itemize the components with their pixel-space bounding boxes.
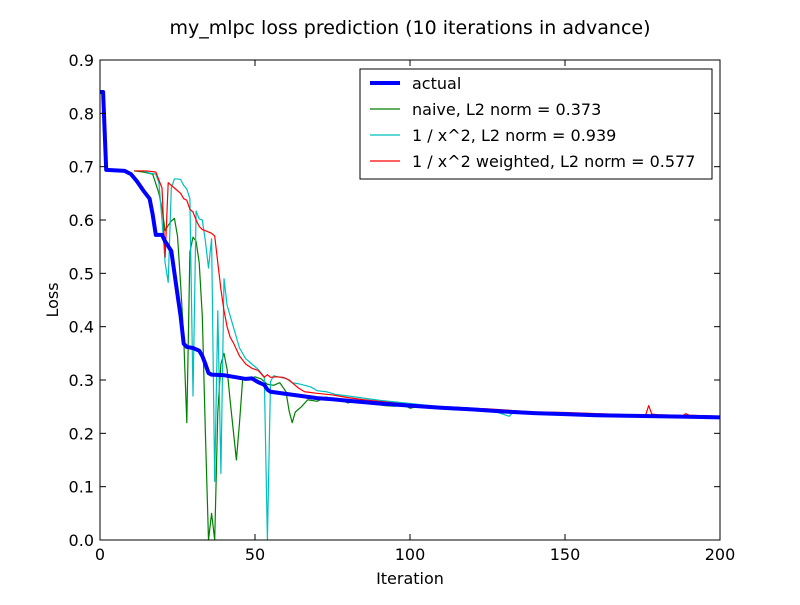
ticks-group: 0 50 100 150 200 0.0 0.1 0.2 0.3 0.4 0.5 0.6 0.7 0.8 0… xyxy=(69,51,736,564)
y-tick-label: 0.2 xyxy=(69,424,94,443)
y-tick-label: 0.4 xyxy=(69,318,94,337)
y-tick-label: 0.9 xyxy=(69,51,94,70)
x-tick-label: 100 xyxy=(395,545,426,564)
legend: actual naive, L2 norm = 0.373 1 / x^2, L2 … xyxy=(359,68,713,180)
y-tick-label: 0.8 xyxy=(69,104,94,123)
x-tick-label: 150 xyxy=(550,545,581,564)
x-tick-label: 50 xyxy=(245,545,265,564)
y-tick-label: 0.3 xyxy=(69,371,94,390)
x-axis-label: Iteration xyxy=(376,569,444,588)
legend-label-2: 1 / x^2, L2 norm = 0.939 xyxy=(412,126,616,145)
y-tick-label: 0.1 xyxy=(69,478,94,497)
x-tick-label: 200 xyxy=(705,545,736,564)
y-tick-label: 0.5 xyxy=(69,264,94,283)
legend-box xyxy=(359,68,713,180)
series-line-0 xyxy=(100,90,720,420)
y-tick-label: 0.6 xyxy=(69,211,94,230)
chart-title: my_mlpc loss prediction (10 iterations i… xyxy=(169,17,650,39)
legend-label-3: 1 / x^2 weighted, L2 norm = 0.577 xyxy=(412,152,695,171)
series-group xyxy=(100,90,720,540)
y-axis-label: Loss xyxy=(43,282,62,317)
legend-label-1: naive, L2 norm = 0.373 xyxy=(412,100,601,119)
y-tick-label: 0.7 xyxy=(69,158,94,177)
legend-label-0: actual xyxy=(412,74,461,93)
y-tick-label: 0.0 xyxy=(69,531,94,550)
x-tick-label: 0 xyxy=(95,545,105,564)
